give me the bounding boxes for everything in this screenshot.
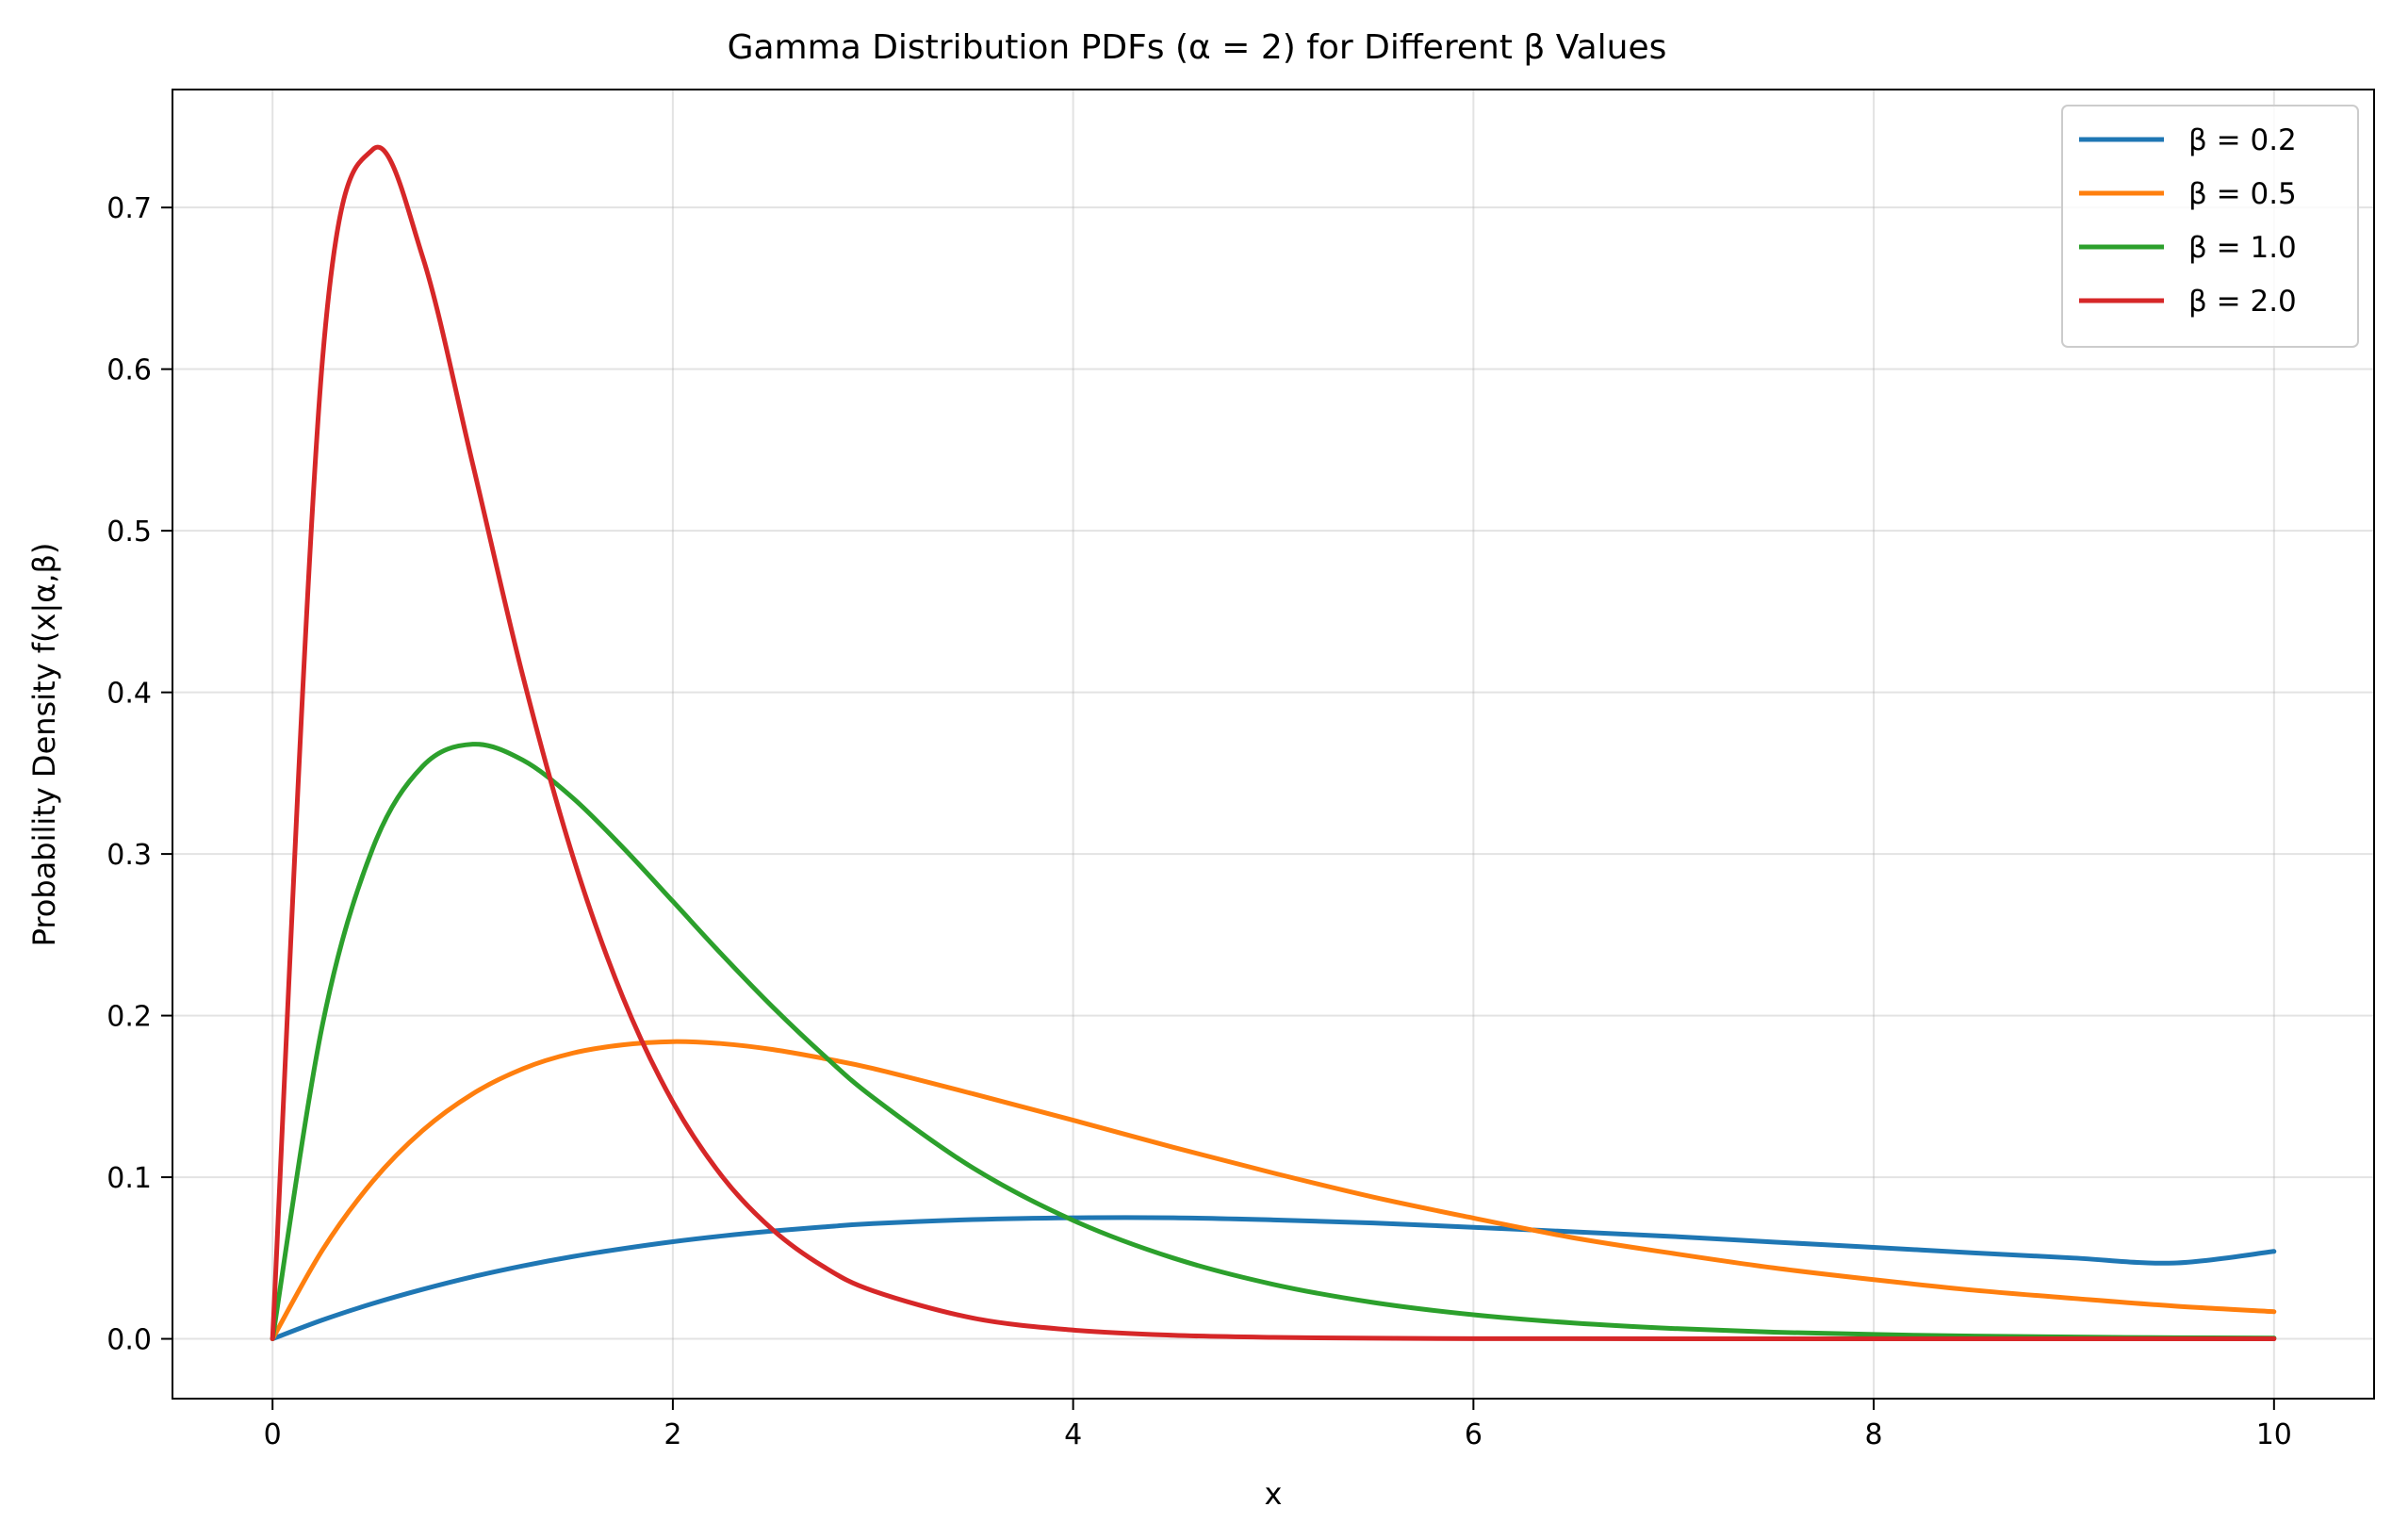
chart-title: Gamma Distribution PDFs (α = 2) for Diff… [728, 28, 1667, 67]
series-layer [270, 144, 2277, 1342]
legend-label: β = 0.2 [2188, 123, 2297, 157]
legend-box [2061, 105, 2359, 348]
x-axis-label: x [1265, 1476, 1283, 1512]
y-tick-label: 0.6 [106, 354, 152, 387]
legend-label: β = 0.5 [2188, 177, 2297, 211]
series-line-1 [270, 1215, 2277, 1342]
legend-label: β = 1.0 [2188, 231, 2297, 265]
y-ticks: 0.0 0.1 0.2 0.3 0.4 0.5 0.6 0.7 [106, 192, 172, 1357]
x-tick-label: 0 [264, 1418, 282, 1451]
x-tick-label: 4 [1064, 1418, 1082, 1451]
x-tick-label: 8 [1865, 1418, 1883, 1451]
plot-frame [172, 89, 2375, 1400]
series-line-2 [270, 1039, 2277, 1342]
y-tick-label: 0.5 [106, 516, 152, 549]
x-tick-label: 2 [664, 1418, 681, 1451]
y-tick-label: 0.2 [106, 1001, 152, 1034]
y-tick-label: 0.7 [106, 192, 152, 225]
y-tick-label: 0.0 [106, 1324, 152, 1357]
legend-label: β = 2.0 [2188, 285, 2297, 319]
y-axis-label: Probability Density f(x|α,β) [26, 543, 62, 947]
grid [172, 90, 2374, 1399]
y-tick-label: 0.4 [106, 678, 152, 711]
y-tick-label: 0.1 [106, 1162, 152, 1195]
series-line-3 [270, 742, 2277, 1342]
legend: β = 0.2 β = 0.5 β = 1.0 β = 2.0 [2061, 105, 2359, 348]
x-tick-label: 6 [1465, 1418, 1483, 1451]
series-line-4 [270, 144, 2277, 1342]
y-tick-label: 0.3 [106, 839, 152, 872]
x-tick-label: 10 [2256, 1418, 2292, 1451]
x-ticks: 0 2 4 6 8 10 [264, 1399, 2292, 1451]
